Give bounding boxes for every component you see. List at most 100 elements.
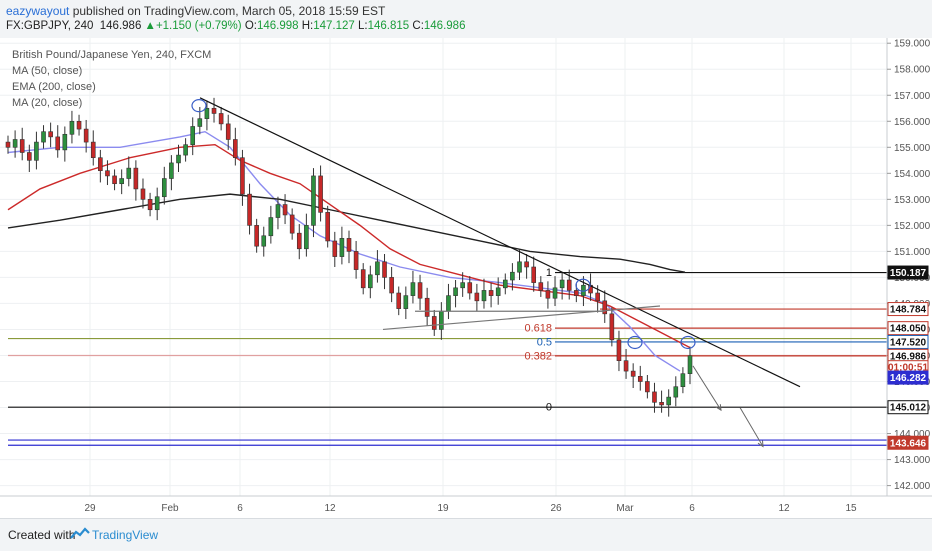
price-tick-label: 158.000 (894, 65, 931, 76)
candle-body (282, 204, 288, 216)
price-tick-label: 154.000 (894, 169, 931, 180)
created-with-label: Created with (8, 528, 76, 542)
candle-body (652, 391, 657, 403)
author-link[interactable]: eazywayout (6, 4, 70, 18)
price-tag-bg (887, 302, 929, 317)
price-tick-label: 159.000 (894, 39, 931, 50)
candle-body (460, 282, 465, 289)
high-value: 147.127 (313, 20, 355, 32)
candle-body (517, 261, 522, 273)
time-tick-label: 12 (778, 503, 790, 514)
candle-body (552, 287, 558, 299)
candle-body (396, 292, 402, 309)
candle-body (389, 277, 394, 294)
publish-info: eazywayout published on TradingView.com,… (6, 4, 385, 18)
candle-body (69, 120, 75, 135)
candle-body (446, 295, 451, 312)
candle-body (453, 287, 458, 296)
candle-body (90, 141, 96, 159)
highlight-circle[interactable] (680, 335, 696, 350)
candle-body (339, 238, 345, 257)
candle-body (630, 370, 636, 377)
time-tick-label: 29 (84, 503, 96, 514)
fib-level-label: 0.618 (524, 323, 552, 335)
price-tag-bg (887, 265, 929, 280)
highlight-circle[interactable] (191, 99, 207, 113)
candle-body (119, 178, 124, 185)
price-tick-label: 143.000 (894, 455, 931, 466)
candle-body (431, 316, 437, 330)
tradingview-logo-icon[interactable] (70, 527, 90, 541)
time-tick-label: Feb (161, 503, 179, 514)
candle-body (353, 251, 359, 270)
highlight-circle[interactable] (575, 278, 591, 292)
candle-body (360, 269, 366, 289)
time-tick-label: 6 (689, 503, 695, 514)
tradingview-brand[interactable]: TradingView (92, 528, 159, 542)
candle-body (623, 360, 629, 372)
footer: Created with TradingView (0, 518, 932, 551)
publish-text: published on TradingView.com, March 05, … (69, 4, 386, 18)
highlight-circle[interactable] (627, 335, 643, 350)
candle-body (417, 282, 423, 299)
candle-body (133, 167, 139, 190)
candle-body (190, 126, 196, 145)
trendlines[interactable] (191, 97, 801, 448)
price-tick-label: 142.000 (894, 481, 931, 492)
price-tag-bg (887, 370, 929, 385)
candle-body (659, 402, 664, 406)
candle-body (524, 261, 529, 268)
price-tag-label: 147.520 (890, 337, 927, 348)
candle-body (488, 290, 494, 296)
candle-body (19, 139, 25, 153)
open-value: 146.998 (256, 20, 299, 32)
candle-body (296, 232, 302, 250)
price-tag-label: 143.646 (890, 438, 927, 449)
candle-body (126, 167, 132, 179)
trendline[interactable] (382, 305, 661, 331)
fib-level-label: 0.382 (524, 350, 552, 362)
price-tag-bg (887, 321, 929, 336)
candle-body (332, 240, 338, 257)
candle-body (637, 375, 643, 382)
trendline[interactable] (199, 97, 801, 388)
price-tag-label: 146.282 (890, 373, 927, 384)
triangle-up-icon: ▲ (144, 20, 156, 32)
candle-body (27, 152, 32, 161)
time-tick-label: 15 (845, 503, 857, 514)
price-tag-label: 148.050 (890, 324, 927, 335)
candle-body (240, 157, 245, 195)
quote-line: FX:GBPJPY, 240 146.986 ▲+1.150 (+0.79%) … (6, 20, 465, 32)
candle-body (275, 204, 281, 218)
price-tick-label: 155.000 (894, 143, 931, 154)
price-tick-label: 152.000 (894, 221, 931, 232)
candle-body (289, 214, 295, 234)
fib-level-label: 0.5 (537, 336, 552, 348)
close-label: C: (412, 20, 424, 32)
candle-body (424, 297, 430, 317)
candle-body (98, 157, 103, 172)
projection-arrow-line[interactable] (692, 365, 722, 411)
candle-body (325, 212, 330, 242)
price-tag-bg (887, 435, 929, 450)
candle-body (382, 261, 387, 278)
candle-body (147, 199, 153, 211)
candle-body (616, 339, 622, 361)
candle-body (268, 217, 274, 237)
time-tick-label: 26 (550, 503, 562, 514)
candle-body (62, 133, 68, 151)
candle-body (403, 295, 409, 309)
candle-body (566, 279, 572, 291)
projection-arrow-line[interactable] (739, 407, 764, 447)
price-tag-label: 150.187 (890, 268, 927, 279)
candle-body (304, 225, 309, 250)
candle-body (467, 282, 473, 294)
candle-body (211, 107, 217, 114)
legend-ma50: MA (50, close) (12, 65, 82, 77)
time-tick-label: 12 (324, 503, 336, 514)
time-axis[interactable]: 29 Feb 6 12 19 26 Mar 6 12 15 (84, 503, 857, 514)
chart-title: British Pound/Japanese Yen, 240, FXCM (12, 49, 211, 61)
close-value: 146.986 (423, 20, 466, 32)
